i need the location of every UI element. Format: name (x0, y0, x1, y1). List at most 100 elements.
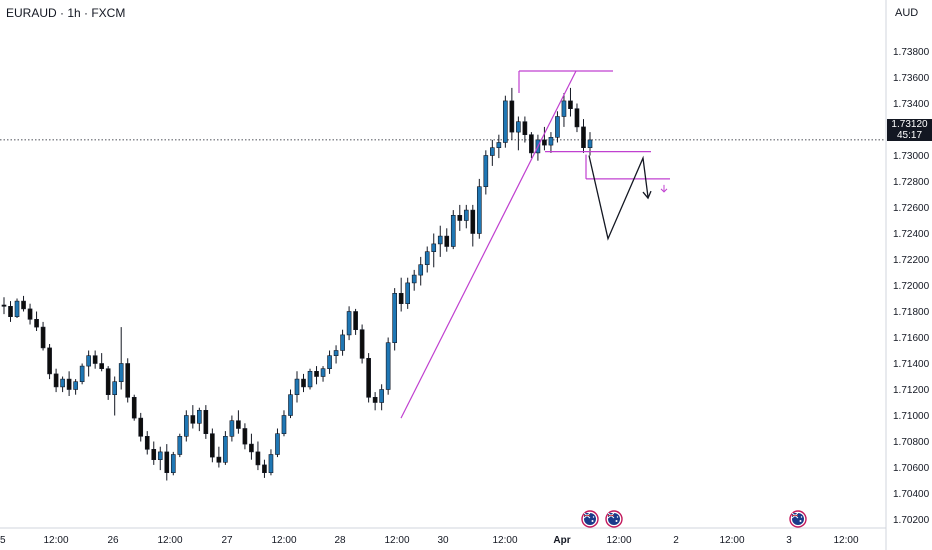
current-price-tag: 1.73120 45:17 (887, 119, 932, 141)
candle (47, 344, 52, 380)
x-axis[interactable]: 5 12:00 26 12:00 27 12:00 28 12:00 30 12:00 Apr 12:… (0, 535, 859, 546)
candle-body (131, 396, 137, 419)
projected-arrow-head (642, 190, 652, 200)
y-tick-label: 1.72800 (893, 177, 930, 188)
y-tick-label: 1.73600 (893, 73, 930, 84)
y-tick-label: 1.71200 (893, 385, 930, 396)
candle-body (581, 126, 586, 149)
y-tick-label: 1.72600 (893, 203, 930, 214)
currency-label[interactable]: AUD (895, 7, 919, 19)
candle (418, 256, 424, 286)
candle (314, 366, 319, 385)
candle-body (424, 251, 430, 265)
candle-body (47, 347, 52, 375)
candle-body (411, 274, 417, 284)
candle (561, 93, 567, 127)
candle-body (14, 300, 20, 318)
candle (197, 407, 202, 432)
candle (411, 269, 417, 291)
candle-body (372, 396, 378, 403)
candle (516, 116, 521, 151)
candle (144, 431, 150, 455)
candle-body (327, 355, 332, 370)
trendline (400, 70, 577, 419)
candle (346, 306, 352, 341)
candle-body (249, 443, 254, 453)
countdown-timer: 45:17 (896, 130, 923, 141)
candle (288, 389, 293, 419)
candle-body (574, 108, 580, 128)
x-tick-label: 3 (786, 535, 792, 546)
candle (14, 298, 20, 318)
drawing-annotations (400, 70, 670, 419)
y-tick-label: 1.72400 (893, 229, 930, 240)
candle (522, 116, 528, 143)
candle-body (509, 100, 515, 133)
candle (268, 449, 274, 476)
candle-body (242, 428, 248, 445)
candle-body (405, 282, 411, 304)
candle (21, 295, 26, 312)
candle-body (268, 454, 274, 474)
x-tick-label: 2 (673, 535, 679, 546)
candle-body (203, 409, 209, 434)
candle (424, 246, 430, 273)
candle-body (548, 137, 554, 146)
candle-body (333, 350, 339, 356)
candle (73, 379, 78, 395)
candle-body (587, 139, 593, 148)
candle (372, 392, 378, 411)
candle-body (555, 116, 560, 138)
candle-body (170, 454, 176, 474)
candle-body (236, 420, 241, 429)
candle (470, 204, 476, 247)
y-tick-label: 1.71800 (893, 307, 930, 318)
candle (125, 358, 131, 403)
candle-body (262, 464, 267, 473)
candle-body (294, 378, 300, 396)
candle-body (418, 264, 424, 276)
x-tick-label: 12:00 (719, 535, 744, 546)
candle-body (392, 292, 397, 343)
candle (509, 87, 515, 140)
flag-star (591, 520, 594, 522)
candle-body (118, 363, 124, 383)
y-tick-label: 1.72000 (893, 281, 930, 292)
x-tick-label: 12:00 (606, 535, 631, 546)
candle (157, 446, 163, 471)
candle (190, 405, 196, 429)
y-tick-label: 1.70800 (893, 437, 930, 448)
candle-body (476, 186, 482, 234)
candle (353, 308, 358, 335)
candle-body (27, 308, 33, 320)
x-tick-label: 30 (437, 535, 449, 546)
candle (301, 373, 306, 393)
candle-body (307, 370, 313, 388)
candle-body (431, 243, 437, 252)
candle (112, 376, 118, 416)
candle-body (340, 334, 345, 351)
flag-star (592, 516, 595, 518)
candle (138, 412, 144, 442)
candle-body (353, 311, 358, 331)
x-tick-label: 12:00 (157, 535, 182, 546)
x-tick-label: 27 (221, 535, 233, 546)
candle-body (177, 435, 183, 455)
candle (496, 134, 502, 159)
candle (476, 178, 482, 239)
candle (229, 415, 235, 442)
candle-body (66, 378, 72, 390)
candle (555, 111, 560, 143)
candle (151, 441, 157, 465)
x-tick-label: 26 (107, 535, 119, 546)
candle-body (275, 433, 280, 455)
candle (223, 431, 228, 465)
candle (92, 350, 98, 369)
candle (177, 433, 183, 458)
candlestick-series (1, 87, 593, 481)
candle (86, 350, 91, 377)
candle-body (125, 363, 131, 398)
candle (262, 459, 267, 478)
candle-body (151, 448, 157, 460)
